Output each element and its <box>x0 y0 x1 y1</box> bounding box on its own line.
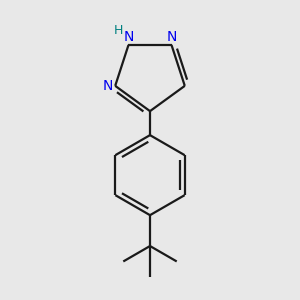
Text: N: N <box>123 30 134 44</box>
Text: H: H <box>113 24 123 37</box>
Text: N: N <box>103 79 113 93</box>
Text: N: N <box>166 30 177 44</box>
